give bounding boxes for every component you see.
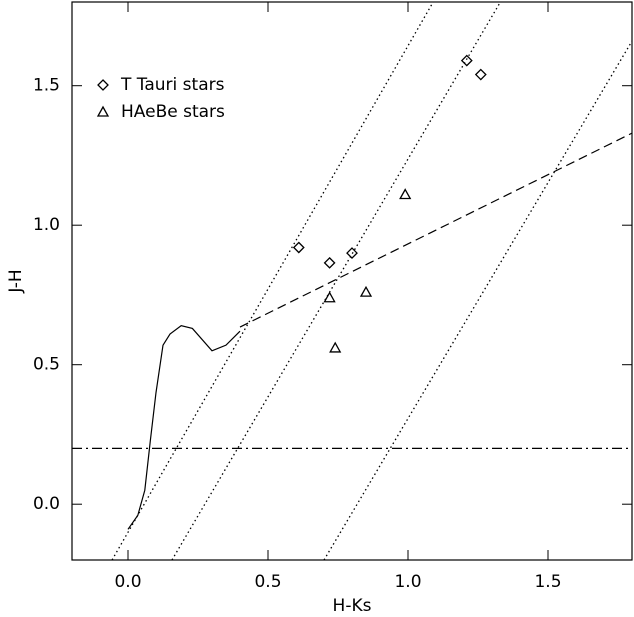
line-dashed <box>239 132 632 328</box>
line-solid <box>127 324 241 530</box>
x-tick-label: 1.5 <box>534 572 561 592</box>
legend-label: T Tauri stars <box>120 75 225 95</box>
x-tick-label: 0.0 <box>114 572 141 592</box>
legend-marker <box>97 79 109 91</box>
legend-marker <box>96 105 110 117</box>
x-tick-label: 1.0 <box>394 572 421 592</box>
lines-layer <box>72 2 632 560</box>
y-tick-label: 0.0 <box>33 494 60 514</box>
point-triangle <box>329 341 342 353</box>
point-triangle <box>399 188 412 200</box>
legend-label: HAeBe stars <box>121 102 225 122</box>
line-dotted <box>323 40 632 560</box>
point-diamond <box>474 68 487 81</box>
y-axis-label: J-H <box>6 269 26 293</box>
point-diamond <box>323 256 336 269</box>
x-tick-label: 0.5 <box>254 572 281 592</box>
point-diamond <box>292 241 305 254</box>
y-tick-label: 1.0 <box>33 215 60 235</box>
point-triangle <box>359 285 373 297</box>
line-dotted <box>111 2 434 560</box>
plot-frame <box>71 1 633 561</box>
x-axis-label: H-Ks <box>333 596 372 616</box>
point-diamond <box>460 54 473 67</box>
y-tick-label: 0.5 <box>33 355 60 375</box>
y-tick-label: 1.5 <box>33 76 60 96</box>
point-diamond <box>346 247 358 260</box>
point-triangle <box>323 291 336 303</box>
